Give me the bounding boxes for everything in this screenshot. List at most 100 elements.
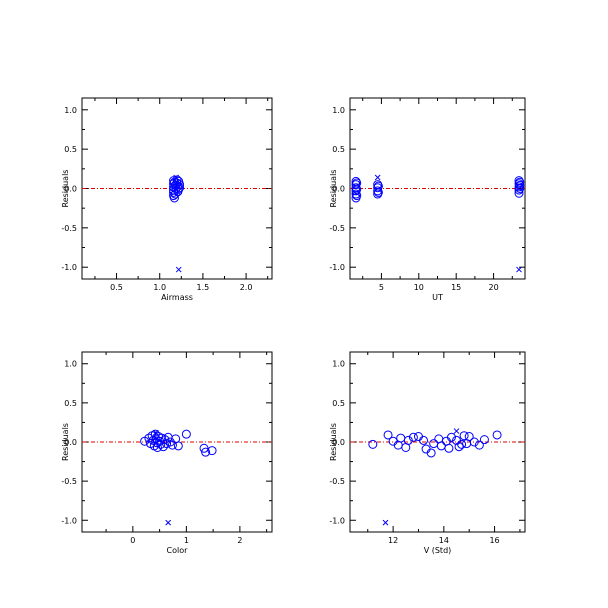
x-axis-label: V (Std) — [424, 546, 452, 555]
y-tick-label: -1.0 — [61, 516, 77, 525]
y-tick-label: 1.0 — [332, 106, 345, 115]
y-axis-label: Residuals — [329, 170, 338, 208]
y-axis-label: Residuals — [329, 423, 338, 461]
data-point-circle — [150, 429, 160, 439]
data-point-circle — [426, 448, 436, 458]
x-tick-label: 2 — [237, 536, 242, 545]
x-tick-label: 1.5 — [197, 283, 210, 292]
y-tick-label: -0.5 — [61, 477, 77, 486]
data-point-cross — [173, 174, 179, 181]
data-point-circle — [403, 435, 413, 445]
y-tick-label: -0.5 — [329, 477, 345, 486]
data-point-circle — [158, 442, 168, 452]
x-axis-label: UT — [432, 293, 443, 302]
data-point-circle — [459, 431, 469, 441]
data-point-circle — [444, 443, 454, 453]
y-tick-label: 0.0 — [64, 438, 77, 447]
data-point-circle — [514, 179, 524, 189]
y-tick-label: 1.0 — [332, 360, 345, 369]
data-point-circle — [351, 189, 361, 199]
x-tick-label: 0 — [130, 536, 135, 545]
data-point-circle — [396, 433, 406, 443]
data-point-circle — [351, 180, 361, 190]
data-point-circle — [165, 437, 175, 447]
data-point-cross — [153, 429, 159, 436]
x-tick-label: 20 — [488, 283, 498, 292]
data-point-circle — [446, 432, 456, 442]
data-point-circle — [172, 175, 182, 185]
data-point-circle — [201, 447, 211, 457]
y-tick-label: 1.0 — [64, 360, 77, 369]
data-point-circle — [175, 183, 185, 193]
data-point-circle — [160, 435, 170, 445]
data-point-circle — [421, 444, 431, 454]
data-point-circle — [173, 441, 183, 451]
data-point-circle — [454, 442, 464, 452]
y-tick-label: -1.0 — [329, 516, 345, 525]
data-point-circle — [479, 435, 489, 445]
data-point-circle — [469, 437, 479, 447]
data-point-circle — [368, 439, 378, 449]
data-point-circle — [373, 181, 383, 191]
data-point-circle — [408, 432, 418, 442]
y-tick-label: -0.5 — [61, 224, 77, 233]
x-tick-label: 14 — [439, 536, 449, 545]
y-axis-label: Residuals — [61, 423, 70, 461]
x-tick-label: 15 — [451, 283, 461, 292]
data-point-circle — [352, 184, 362, 194]
y-tick-label: 0.5 — [332, 145, 345, 154]
data-point-circle — [174, 184, 184, 194]
x-tick-label: 1.0 — [153, 283, 166, 292]
chart-panel-4: -1.0 -0.5 0.0 0.5 1.0 12 14 16 V (Std) Residuals — [329, 351, 526, 555]
x-axis-label: Color — [167, 546, 189, 555]
data-point-cross — [165, 519, 172, 526]
data-point-circle — [464, 432, 474, 442]
data-point-circle — [492, 430, 502, 440]
y-tick-label: 0.5 — [64, 399, 77, 408]
x-tick-label: 2.0 — [240, 283, 253, 292]
data-point-circle — [419, 435, 429, 445]
data-point-cross — [516, 266, 522, 273]
data-point-cross — [382, 519, 389, 526]
data-point-circle — [373, 186, 383, 196]
data-point-circle — [413, 432, 423, 442]
chart-panel-1: -1.0 -0.5 0.0 0.5 1.0 0.5 1.0 1.5 2.0 Airmass Resi… — [61, 97, 273, 302]
y-tick-label: 0.5 — [64, 145, 77, 154]
data-point-circle — [373, 183, 383, 193]
data-point-circle — [474, 440, 484, 450]
data-point-circle — [352, 178, 362, 188]
y-tick-label: -1.0 — [61, 263, 77, 272]
data-point-circle — [373, 187, 383, 197]
y-tick-label: 1.0 — [64, 106, 77, 115]
x-tick-label: 0.5 — [110, 283, 123, 292]
y-tick-label: -1.0 — [329, 263, 345, 272]
chart-panel-2: -1.0 -0.5 0.0 0.5 1.0 5 10 15 20 UT Residuals — [329, 97, 526, 302]
x-tick-label: 12 — [388, 536, 398, 545]
y-tick-label: 0.0 — [64, 185, 77, 194]
data-point-circle — [515, 184, 525, 193]
data-point-circle — [199, 443, 209, 453]
data-point-circle — [144, 433, 154, 443]
data-point-circle — [514, 182, 524, 192]
data-point-circle — [436, 441, 446, 451]
data-point-circle — [429, 439, 439, 449]
data-point-circle — [152, 442, 162, 452]
data-point-cross — [175, 266, 182, 273]
x-tick-label: 1 — [184, 536, 189, 545]
data-point-circle — [457, 439, 467, 449]
data-point-circle — [515, 177, 525, 187]
data-point-cross — [374, 174, 381, 181]
y-axis-label: Residuals — [61, 170, 70, 208]
data-point-circle — [181, 429, 191, 439]
x-axis-label: Airmass — [161, 293, 193, 302]
y-tick-label: -0.5 — [329, 224, 345, 233]
x-tick-label: 16 — [489, 536, 499, 545]
data-point-circle — [383, 430, 393, 440]
y-tick-label: 0.5 — [332, 399, 345, 408]
data-point-circle — [388, 436, 398, 446]
y-tick-label: 0.0 — [332, 185, 345, 194]
data-point-circle — [170, 189, 180, 199]
chart-panel-3: -1.0 -0.5 0.0 0.5 1.0 0 1 2 Color Residuals — [61, 351, 273, 555]
data-point-circle — [352, 191, 362, 201]
